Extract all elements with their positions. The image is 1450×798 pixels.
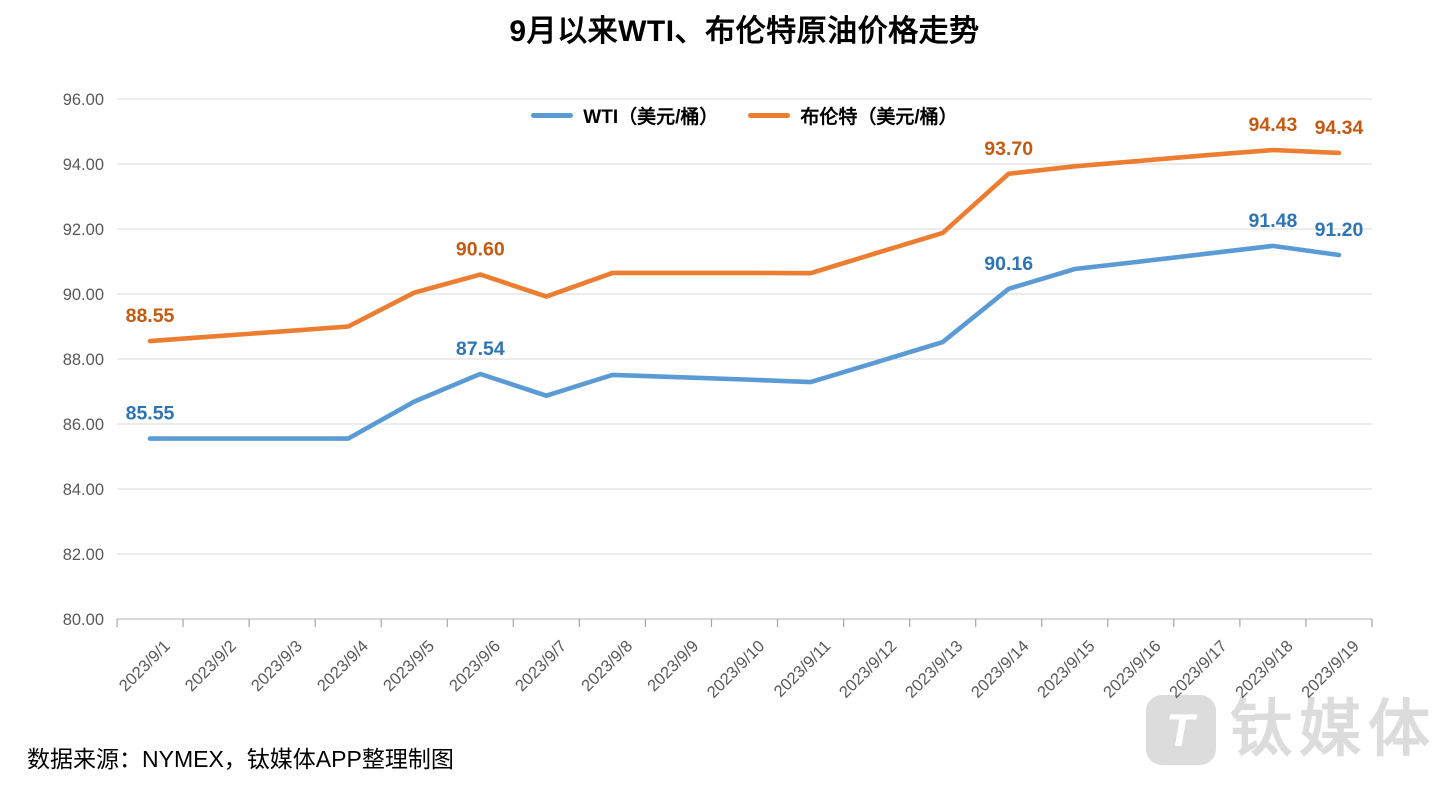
chart-title: 9月以来WTI、布伦特原油价格走势 [509, 15, 980, 48]
x-axis-label: 2023/9/18 [1232, 637, 1297, 702]
x-axis-label: 2023/9/9 [644, 637, 702, 695]
x-axis-label: 2023/9/16 [1100, 637, 1165, 702]
y-axis-label: 92.00 [63, 221, 104, 239]
data-label: 90.60 [456, 239, 505, 261]
wti-line [147, 243, 1342, 441]
x-axis-label: 2023/9/17 [1166, 637, 1231, 702]
x-axis-label: 2023/9/14 [968, 637, 1033, 702]
data-label: 85.55 [126, 403, 175, 425]
x-axis-label: 2023/9/3 [248, 637, 306, 695]
y-axis-label: 84.00 [63, 481, 104, 499]
data-label: 90.16 [984, 253, 1033, 275]
x-axis-label: 2023/9/15 [1034, 637, 1099, 702]
y-axis-label: 82.00 [63, 546, 104, 564]
tmtpost-logo-icon: T [1146, 695, 1216, 765]
x-axis-label: 2023/9/10 [704, 637, 769, 702]
legend-item-brent: 布伦特（美元/桶） [748, 102, 958, 129]
legend-label-brent: 布伦特（美元/桶） [800, 106, 958, 128]
brent-line [147, 147, 1342, 344]
y-axis-label: 80.00 [63, 611, 104, 629]
x-axis-label: 2023/9/19 [1298, 637, 1363, 702]
legend-item-wti: WTI（美元/桶） [531, 102, 718, 129]
wti-line-swatch-icon [531, 112, 574, 118]
brent-line-swatch-icon [748, 112, 791, 118]
chart-legend: WTI（美元/桶） 布伦特（美元/桶） [117, 100, 1372, 130]
x-axis-label: 2023/9/5 [380, 637, 438, 695]
x-axis-label: 2023/9/8 [578, 637, 636, 695]
watermark: T 钛媒体 [1146, 682, 1437, 778]
source-note: 数据来源：NYMEX，钛媒体APP整理制图 [27, 746, 454, 772]
data-label: 93.70 [984, 138, 1033, 160]
x-axis-label: 2023/9/2 [182, 637, 240, 695]
y-axis-label: 96.00 [63, 91, 104, 109]
data-label: 91.20 [1315, 219, 1364, 241]
x-axis-label: 2023/9/1 [116, 637, 174, 695]
x-axis-label: 2023/9/12 [836, 637, 901, 702]
legend-label-wti: WTI（美元/桶） [583, 106, 719, 128]
data-label: 91.48 [1249, 210, 1298, 232]
x-axis-label: 2023/9/6 [446, 637, 504, 695]
x-axis-label: 2023/9/13 [902, 637, 967, 702]
data-label: 88.55 [126, 305, 175, 327]
x-axis-label: 2023/9/4 [314, 637, 372, 695]
data-label: 94.34 [1315, 117, 1364, 139]
x-axis-label: 2023/9/7 [512, 637, 570, 695]
x-axis-label: 2023/9/11 [771, 637, 835, 701]
watermark-text: 钛媒体 [1230, 695, 1438, 764]
data-label: 87.54 [456, 338, 505, 360]
y-axis-label: 94.00 [63, 156, 104, 174]
y-axis-label: 88.00 [63, 351, 104, 369]
data-label: 94.43 [1249, 114, 1298, 136]
y-axis-label: 90.00 [63, 286, 104, 304]
y-axis-label: 86.00 [63, 416, 104, 434]
